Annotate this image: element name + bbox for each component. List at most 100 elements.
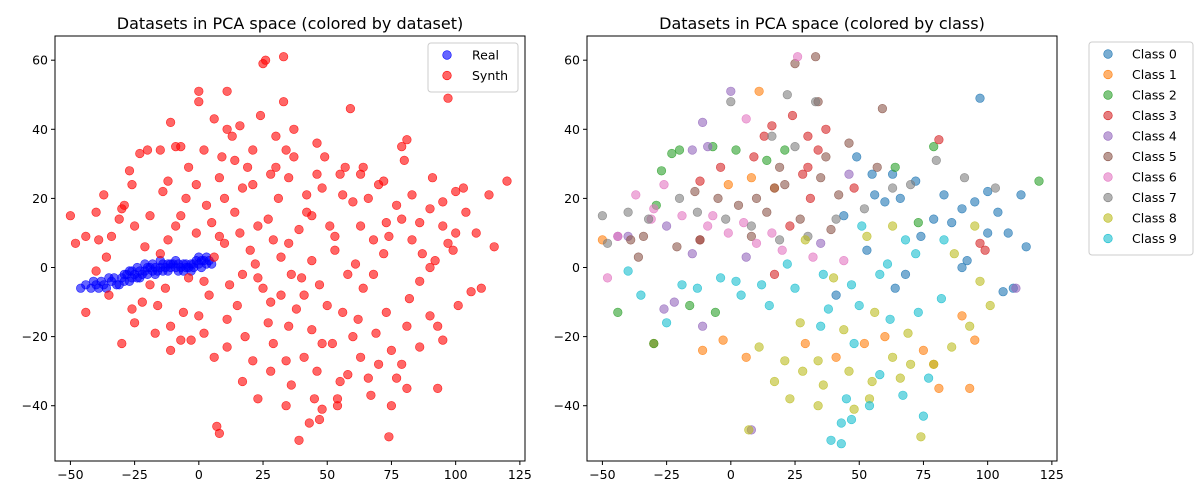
data-point-real bbox=[124, 266, 135, 276]
data-point-synth bbox=[163, 235, 173, 245]
data-point-class-9 bbox=[882, 259, 893, 269]
data-point-class-5 bbox=[626, 235, 636, 245]
data-point-synth bbox=[130, 318, 140, 328]
data-point-class-7 bbox=[959, 173, 970, 183]
data-point-synth bbox=[209, 252, 219, 262]
data-point-synth bbox=[291, 304, 302, 314]
data-point-synth bbox=[124, 166, 135, 176]
data-point-class-3 bbox=[785, 221, 795, 231]
data-point-synth bbox=[166, 321, 176, 331]
data-point-class-3 bbox=[769, 269, 780, 280]
data-point-class-7 bbox=[782, 90, 792, 100]
data-point-class-1 bbox=[697, 345, 708, 356]
data-point-synth bbox=[255, 110, 266, 121]
data-point-class-9 bbox=[864, 401, 875, 411]
left-y-axis: −40 −20 0 20 40 60 bbox=[22, 53, 55, 413]
data-point-class-5 bbox=[733, 200, 744, 210]
data-point-synth bbox=[340, 162, 350, 172]
data-point-class-6 bbox=[631, 190, 641, 200]
data-point-synth bbox=[145, 211, 155, 221]
data-point-real bbox=[163, 266, 173, 276]
data-point-class-8 bbox=[754, 342, 764, 352]
data-point-synth bbox=[284, 238, 294, 248]
data-point-class-8 bbox=[862, 231, 872, 241]
data-point-synth bbox=[142, 145, 153, 155]
legend-label-class-1: Class 1 bbox=[1132, 67, 1177, 82]
legend-marker-class-4 bbox=[1103, 131, 1113, 141]
data-point-synth bbox=[166, 345, 176, 356]
data-point-synth bbox=[289, 124, 299, 134]
x-tick-label: −50 bbox=[57, 467, 83, 482]
data-point-synth bbox=[171, 221, 181, 231]
legend-marker-class-8 bbox=[1103, 213, 1113, 223]
data-point-class-8 bbox=[800, 235, 810, 245]
data-point-class-3 bbox=[803, 162, 813, 172]
data-point-synth bbox=[381, 218, 391, 228]
data-point-class-3 bbox=[934, 135, 944, 145]
x-tick-label: −50 bbox=[589, 467, 615, 482]
data-point-class-6 bbox=[767, 228, 777, 238]
data-point-class-5 bbox=[713, 193, 723, 203]
data-point-synth bbox=[363, 373, 373, 383]
data-point-class-8 bbox=[785, 394, 795, 404]
data-point-class-9 bbox=[764, 300, 774, 311]
data-point-class-2 bbox=[1034, 176, 1044, 186]
legend-marker-real bbox=[442, 50, 452, 60]
data-point-synth bbox=[312, 169, 322, 179]
data-point-synth bbox=[302, 207, 312, 217]
data-point-synth bbox=[284, 321, 294, 331]
data-point-class-9 bbox=[836, 418, 846, 428]
x-tick-label: 0 bbox=[195, 467, 203, 482]
data-point-class-1 bbox=[741, 352, 751, 362]
data-point-synth bbox=[158, 186, 168, 197]
data-point-synth bbox=[263, 214, 273, 224]
data-point-class-2 bbox=[913, 218, 923, 228]
data-point-synth bbox=[443, 238, 453, 248]
data-point-class-5 bbox=[769, 183, 780, 193]
data-point-synth bbox=[451, 228, 461, 238]
x-tick-label: 75 bbox=[915, 467, 931, 482]
data-point-synth bbox=[402, 383, 412, 394]
data-point-synth bbox=[106, 231, 117, 241]
data-point-class-0 bbox=[957, 204, 967, 214]
legend-label-class-9: Class 9 bbox=[1132, 231, 1177, 246]
data-point-synth bbox=[348, 197, 358, 207]
data-point-synth bbox=[91, 207, 101, 217]
data-point-class-3 bbox=[767, 121, 777, 131]
data-point-synth bbox=[425, 262, 435, 273]
data-point-synth bbox=[199, 145, 209, 155]
data-point-synth bbox=[243, 162, 253, 172]
data-point-synth bbox=[353, 314, 363, 324]
data-point-synth bbox=[145, 280, 155, 290]
data-point-synth bbox=[307, 325, 317, 335]
legend-label-real: Real bbox=[472, 48, 499, 63]
data-point-synth bbox=[184, 162, 194, 172]
data-point-class-5 bbox=[633, 252, 644, 262]
data-point-class-7 bbox=[721, 214, 731, 224]
data-point-synth bbox=[312, 138, 322, 148]
data-point-synth bbox=[407, 235, 417, 245]
data-point-class-8 bbox=[744, 425, 754, 435]
data-point-synth bbox=[258, 58, 268, 69]
right-scatter-points bbox=[597, 52, 1044, 449]
data-point-synth bbox=[338, 307, 348, 318]
data-point-synth bbox=[235, 228, 245, 238]
data-point-class-0 bbox=[983, 228, 993, 238]
data-point-class-1 bbox=[918, 345, 929, 356]
data-point-class-8 bbox=[870, 307, 880, 318]
data-point-synth bbox=[70, 238, 81, 248]
data-point-synth bbox=[178, 307, 188, 318]
x-tick-label: 50 bbox=[851, 467, 867, 482]
data-point-class-1 bbox=[723, 180, 733, 190]
x-tick-label: 50 bbox=[319, 467, 335, 482]
data-point-synth bbox=[250, 259, 260, 269]
data-point-class-5 bbox=[872, 162, 882, 172]
data-point-class-9 bbox=[677, 280, 687, 290]
data-point-synth bbox=[392, 200, 402, 210]
data-point-synth bbox=[314, 414, 325, 425]
x-tick-label: 100 bbox=[444, 467, 468, 482]
data-point-synth bbox=[433, 321, 443, 331]
data-point-class-4 bbox=[844, 169, 854, 179]
data-point-synth bbox=[99, 190, 109, 200]
data-point-class-7 bbox=[887, 183, 898, 193]
